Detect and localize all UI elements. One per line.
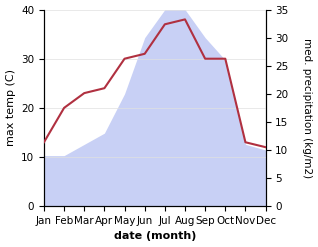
X-axis label: date (month): date (month) [114,231,196,242]
Y-axis label: max temp (C): max temp (C) [5,69,16,146]
Y-axis label: med. precipitation (kg/m2): med. precipitation (kg/m2) [302,38,313,178]
